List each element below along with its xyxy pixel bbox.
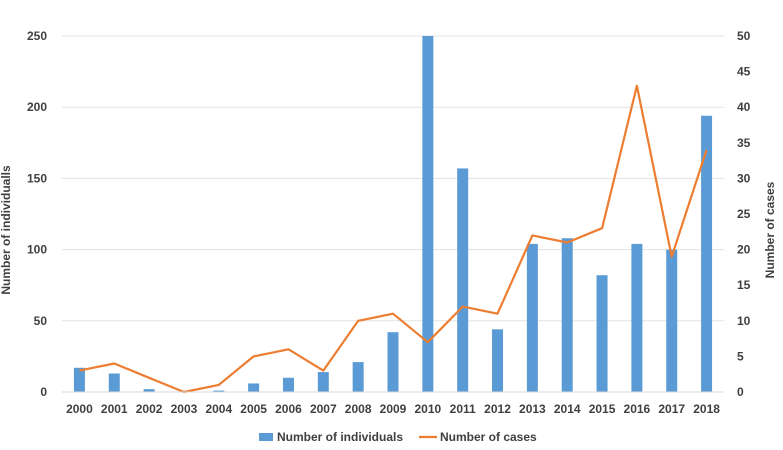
x-tick-label: 2003 bbox=[171, 402, 198, 416]
right-tick-label: 15 bbox=[737, 278, 751, 292]
left-tick-label: 100 bbox=[27, 243, 47, 257]
x-tick-label: 2000 bbox=[66, 402, 93, 416]
left-axis-ticks: 0 50 100 150 200 250 bbox=[27, 29, 47, 399]
x-tick-label: 2001 bbox=[101, 402, 128, 416]
x-tick-label: 2010 bbox=[414, 402, 441, 416]
right-tick-label: 20 bbox=[737, 243, 751, 257]
x-tick-label: 2006 bbox=[275, 402, 302, 416]
legend-label-cases: Number of cases bbox=[440, 430, 537, 444]
right-axis-title: Number of cases bbox=[763, 181, 777, 278]
bar bbox=[526, 243, 538, 392]
right-tick-label: 45 bbox=[737, 65, 751, 79]
x-tick-label: 2017 bbox=[658, 402, 685, 416]
left-tick-label: 200 bbox=[27, 100, 47, 114]
bar bbox=[213, 390, 225, 392]
bar bbox=[666, 249, 678, 392]
left-tick-label: 0 bbox=[40, 385, 47, 399]
bar bbox=[422, 36, 434, 392]
x-axis-ticks: 2000 2001 2002 2003 2004 2005 2006 2007 2008 2009… bbox=[66, 402, 720, 416]
bar bbox=[387, 332, 399, 392]
bar bbox=[108, 373, 120, 392]
bar bbox=[457, 168, 469, 392]
right-tick-label: 5 bbox=[737, 349, 744, 363]
bar bbox=[596, 275, 608, 392]
x-tick-label: 2007 bbox=[310, 402, 337, 416]
legend: Number of individuals Number of cases bbox=[259, 430, 537, 444]
right-tick-label: 10 bbox=[737, 314, 751, 328]
left-axis-title: Number of individualls bbox=[0, 165, 13, 295]
bar bbox=[282, 377, 294, 392]
x-tick-label: 2013 bbox=[519, 402, 546, 416]
right-tick-label: 25 bbox=[737, 207, 751, 221]
right-tick-label: 0 bbox=[737, 385, 744, 399]
left-tick-label: 50 bbox=[34, 314, 48, 328]
right-tick-label: 30 bbox=[737, 171, 751, 185]
right-axis-ticks: 0 5 10 15 20 25 30 35 40 45 50 bbox=[737, 29, 751, 399]
bar bbox=[143, 389, 155, 392]
left-tick-label: 150 bbox=[27, 171, 47, 185]
x-tick-label: 2018 bbox=[693, 402, 720, 416]
x-tick-label: 2012 bbox=[484, 402, 511, 416]
gridlines bbox=[62, 35, 724, 322]
left-tick-label: 250 bbox=[27, 29, 47, 43]
bar bbox=[248, 383, 260, 392]
x-tick-label: 2009 bbox=[380, 402, 407, 416]
x-tick-label: 2008 bbox=[345, 402, 372, 416]
legend-label-individuals: Number of individuals bbox=[277, 430, 403, 444]
x-tick-label: 2005 bbox=[240, 402, 267, 416]
x-tick-label: 2011 bbox=[450, 402, 476, 416]
right-tick-label: 50 bbox=[737, 29, 751, 43]
bar bbox=[561, 238, 573, 392]
bar bbox=[352, 362, 364, 392]
x-tick-label: 2014 bbox=[554, 402, 581, 416]
x-tick-label: 2015 bbox=[589, 402, 616, 416]
x-tick-label: 2002 bbox=[136, 402, 163, 416]
x-tick-label: 2016 bbox=[624, 402, 651, 416]
bar bbox=[73, 367, 85, 392]
right-tick-label: 40 bbox=[737, 100, 751, 114]
bar bbox=[492, 329, 504, 392]
bar bbox=[317, 372, 329, 392]
bar bbox=[631, 243, 643, 392]
right-tick-label: 35 bbox=[737, 136, 751, 150]
bar bbox=[701, 115, 713, 392]
x-tick-label: 2004 bbox=[205, 402, 232, 416]
bar-series-individuals bbox=[73, 36, 713, 392]
legend-swatch-individuals bbox=[259, 433, 273, 441]
